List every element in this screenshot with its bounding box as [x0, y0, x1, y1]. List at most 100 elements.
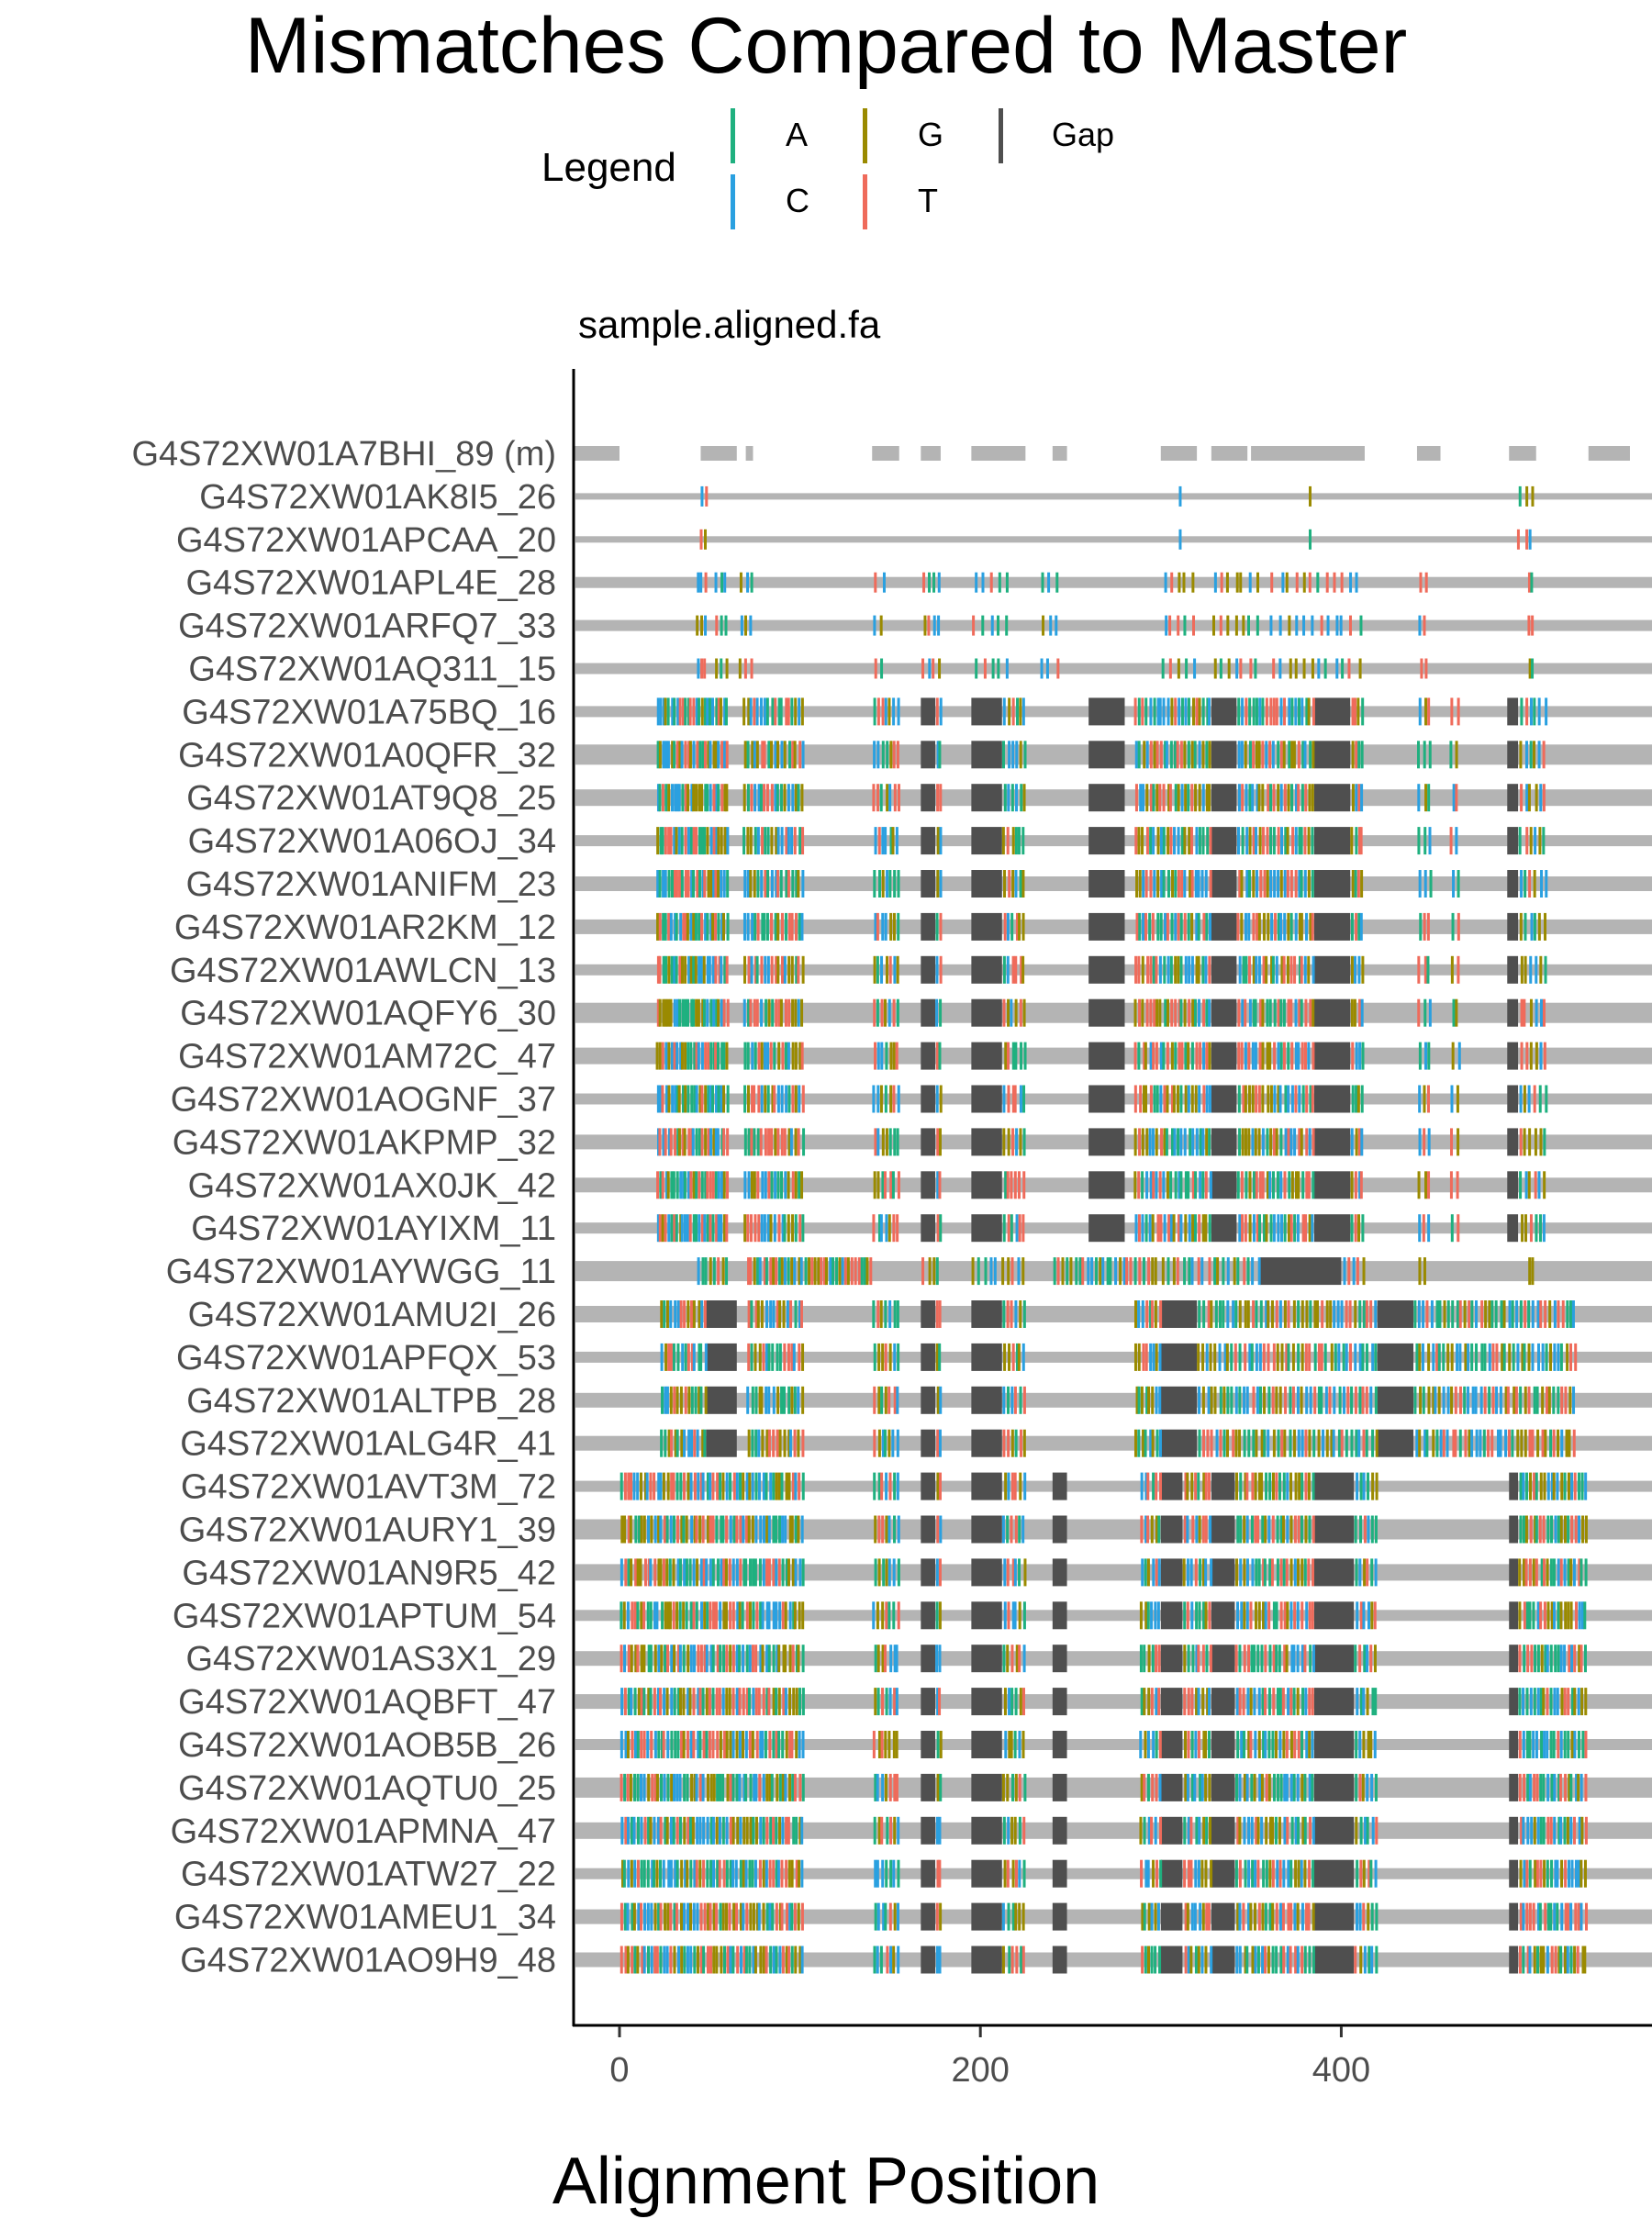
mismatch-mark-A	[897, 912, 900, 941]
gap-block	[1509, 1645, 1519, 1673]
mismatch-mark-C	[697, 1042, 700, 1070]
mismatch-mark-T	[656, 1171, 660, 1199]
mismatch-mark-T	[1187, 1688, 1190, 1716]
sequence-line	[575, 1261, 1652, 1282]
mismatch-mark-G	[1286, 1601, 1289, 1630]
mismatch-mark-T	[1264, 1645, 1267, 1673]
mismatch-mark-A	[699, 1343, 703, 1371]
mismatch-mark-A	[997, 658, 1000, 679]
mismatch-mark-T	[1144, 1343, 1148, 1371]
mismatch-mark-C	[889, 1645, 893, 1673]
mismatch-mark-G	[1300, 912, 1303, 941]
mismatch-mark-A	[1235, 1773, 1239, 1801]
mismatch-mark-C	[797, 998, 800, 1027]
sequence-label: G4S72XW01AN9R5_42	[182, 1554, 556, 1592]
mismatch-mark-C	[1278, 658, 1282, 679]
mismatch-mark-C	[689, 1472, 693, 1500]
mismatch-mark-G	[1269, 1085, 1273, 1113]
mismatch-mark-C	[1579, 1773, 1583, 1801]
mismatch-mark-C	[798, 1558, 802, 1587]
gap-block	[971, 1171, 1002, 1199]
mismatch-mark-T	[797, 1128, 800, 1156]
mismatch-mark-T	[1202, 1085, 1206, 1113]
mismatch-mark-A	[746, 1042, 750, 1070]
mismatch-mark-A	[1552, 1731, 1556, 1758]
mismatch-mark-A	[1428, 741, 1432, 769]
mismatch-mark-C	[1578, 1515, 1581, 1544]
mismatch-mark-G	[698, 1386, 701, 1414]
mismatch-mark-T	[1261, 1171, 1265, 1199]
sequence-label: G4S72XW01ATW27_22	[181, 1856, 556, 1894]
mismatch-mark-A	[1205, 1645, 1209, 1673]
mismatch-mark-C	[1418, 1085, 1422, 1113]
mismatch-mark-G	[1144, 1085, 1148, 1113]
sequence-label: G4S72XW01A06OJ_34	[188, 822, 556, 861]
gap-block	[1507, 697, 1519, 726]
mismatch-mark-T	[1527, 1386, 1531, 1414]
mismatch-mark-A	[1357, 741, 1361, 769]
mismatch-mark-C	[1287, 1859, 1290, 1888]
mismatch-mark-C	[642, 1773, 646, 1801]
mismatch-mark-C	[767, 1515, 771, 1544]
mismatch-mark-A	[785, 870, 788, 898]
gap-block	[1160, 1386, 1198, 1414]
mismatch-mark-G	[1548, 1343, 1552, 1371]
gap-block	[1160, 1343, 1198, 1371]
mismatch-mark-C	[1197, 870, 1200, 898]
mismatch-mark-G	[732, 1902, 736, 1931]
mismatch-mark-G	[1584, 1515, 1588, 1544]
mismatch-mark-A	[775, 1816, 778, 1845]
mismatch-mark-G	[686, 1300, 690, 1328]
mismatch-mark-A	[1370, 1558, 1374, 1587]
mismatch-mark-C	[876, 1859, 879, 1888]
mismatch-mark-T	[777, 998, 781, 1027]
mismatch-mark-A	[1359, 1816, 1363, 1845]
mismatch-mark-T	[1189, 827, 1193, 855]
mismatch-mark-C	[798, 697, 801, 726]
mismatch-mark-C	[1366, 1773, 1369, 1801]
mismatch-mark-C	[655, 1601, 659, 1630]
mismatch-mark-G	[679, 1386, 683, 1414]
mismatch-mark-T	[1017, 1171, 1021, 1199]
mismatch-mark-A	[778, 1773, 782, 1801]
mismatch-mark-T	[1291, 1386, 1295, 1414]
mismatch-mark-A	[1014, 1688, 1018, 1716]
mismatch-mark-T	[1219, 615, 1222, 636]
mismatch-mark-C	[697, 1688, 700, 1716]
mismatch-mark-G	[1312, 998, 1315, 1027]
mismatch-mark-C	[671, 697, 675, 726]
mismatch-mark-A	[1075, 1257, 1078, 1286]
mismatch-mark-G	[1294, 1171, 1298, 1199]
mismatch-mark-G	[1244, 1472, 1247, 1500]
mismatch-mark-G	[877, 1386, 881, 1414]
mismatch-mark-C	[669, 1515, 673, 1544]
mismatch-mark-C	[1421, 1343, 1424, 1371]
mismatch-mark-A	[1519, 1515, 1523, 1544]
mismatch-mark-G	[728, 1688, 731, 1716]
mismatch-mark-C	[876, 1946, 879, 1974]
mismatch-mark-T	[763, 741, 766, 769]
mismatch-mark-T	[1018, 1773, 1021, 1801]
mismatch-mark-C	[1524, 1171, 1528, 1199]
gap-block	[971, 1128, 1002, 1156]
mismatch-mark-T	[678, 870, 682, 898]
mismatch-mark-A	[1480, 1343, 1484, 1371]
mismatch-mark-T	[1140, 1859, 1144, 1888]
mismatch-mark-T	[794, 912, 798, 941]
mismatch-mark-T	[1311, 1085, 1314, 1113]
mismatch-mark-G	[742, 1472, 745, 1500]
mismatch-mark-C	[1264, 1731, 1267, 1758]
mismatch-mark-A	[1535, 1515, 1538, 1544]
mismatch-mark-T	[777, 1558, 781, 1587]
mismatch-mark-C	[684, 1859, 687, 1888]
mismatch-mark-G	[783, 1429, 787, 1457]
mismatch-mark-A	[681, 998, 685, 1027]
mismatch-mark-C	[896, 1429, 899, 1457]
mismatch-mark-C	[699, 1558, 703, 1587]
mismatch-mark-C	[1479, 1429, 1482, 1457]
mismatch-mark-A	[1423, 998, 1427, 1027]
mismatch-mark-T	[745, 1688, 749, 1716]
mismatch-mark-C	[686, 1946, 689, 1974]
mismatch-mark-C	[1265, 741, 1268, 769]
mismatch-mark-A	[759, 1601, 763, 1630]
